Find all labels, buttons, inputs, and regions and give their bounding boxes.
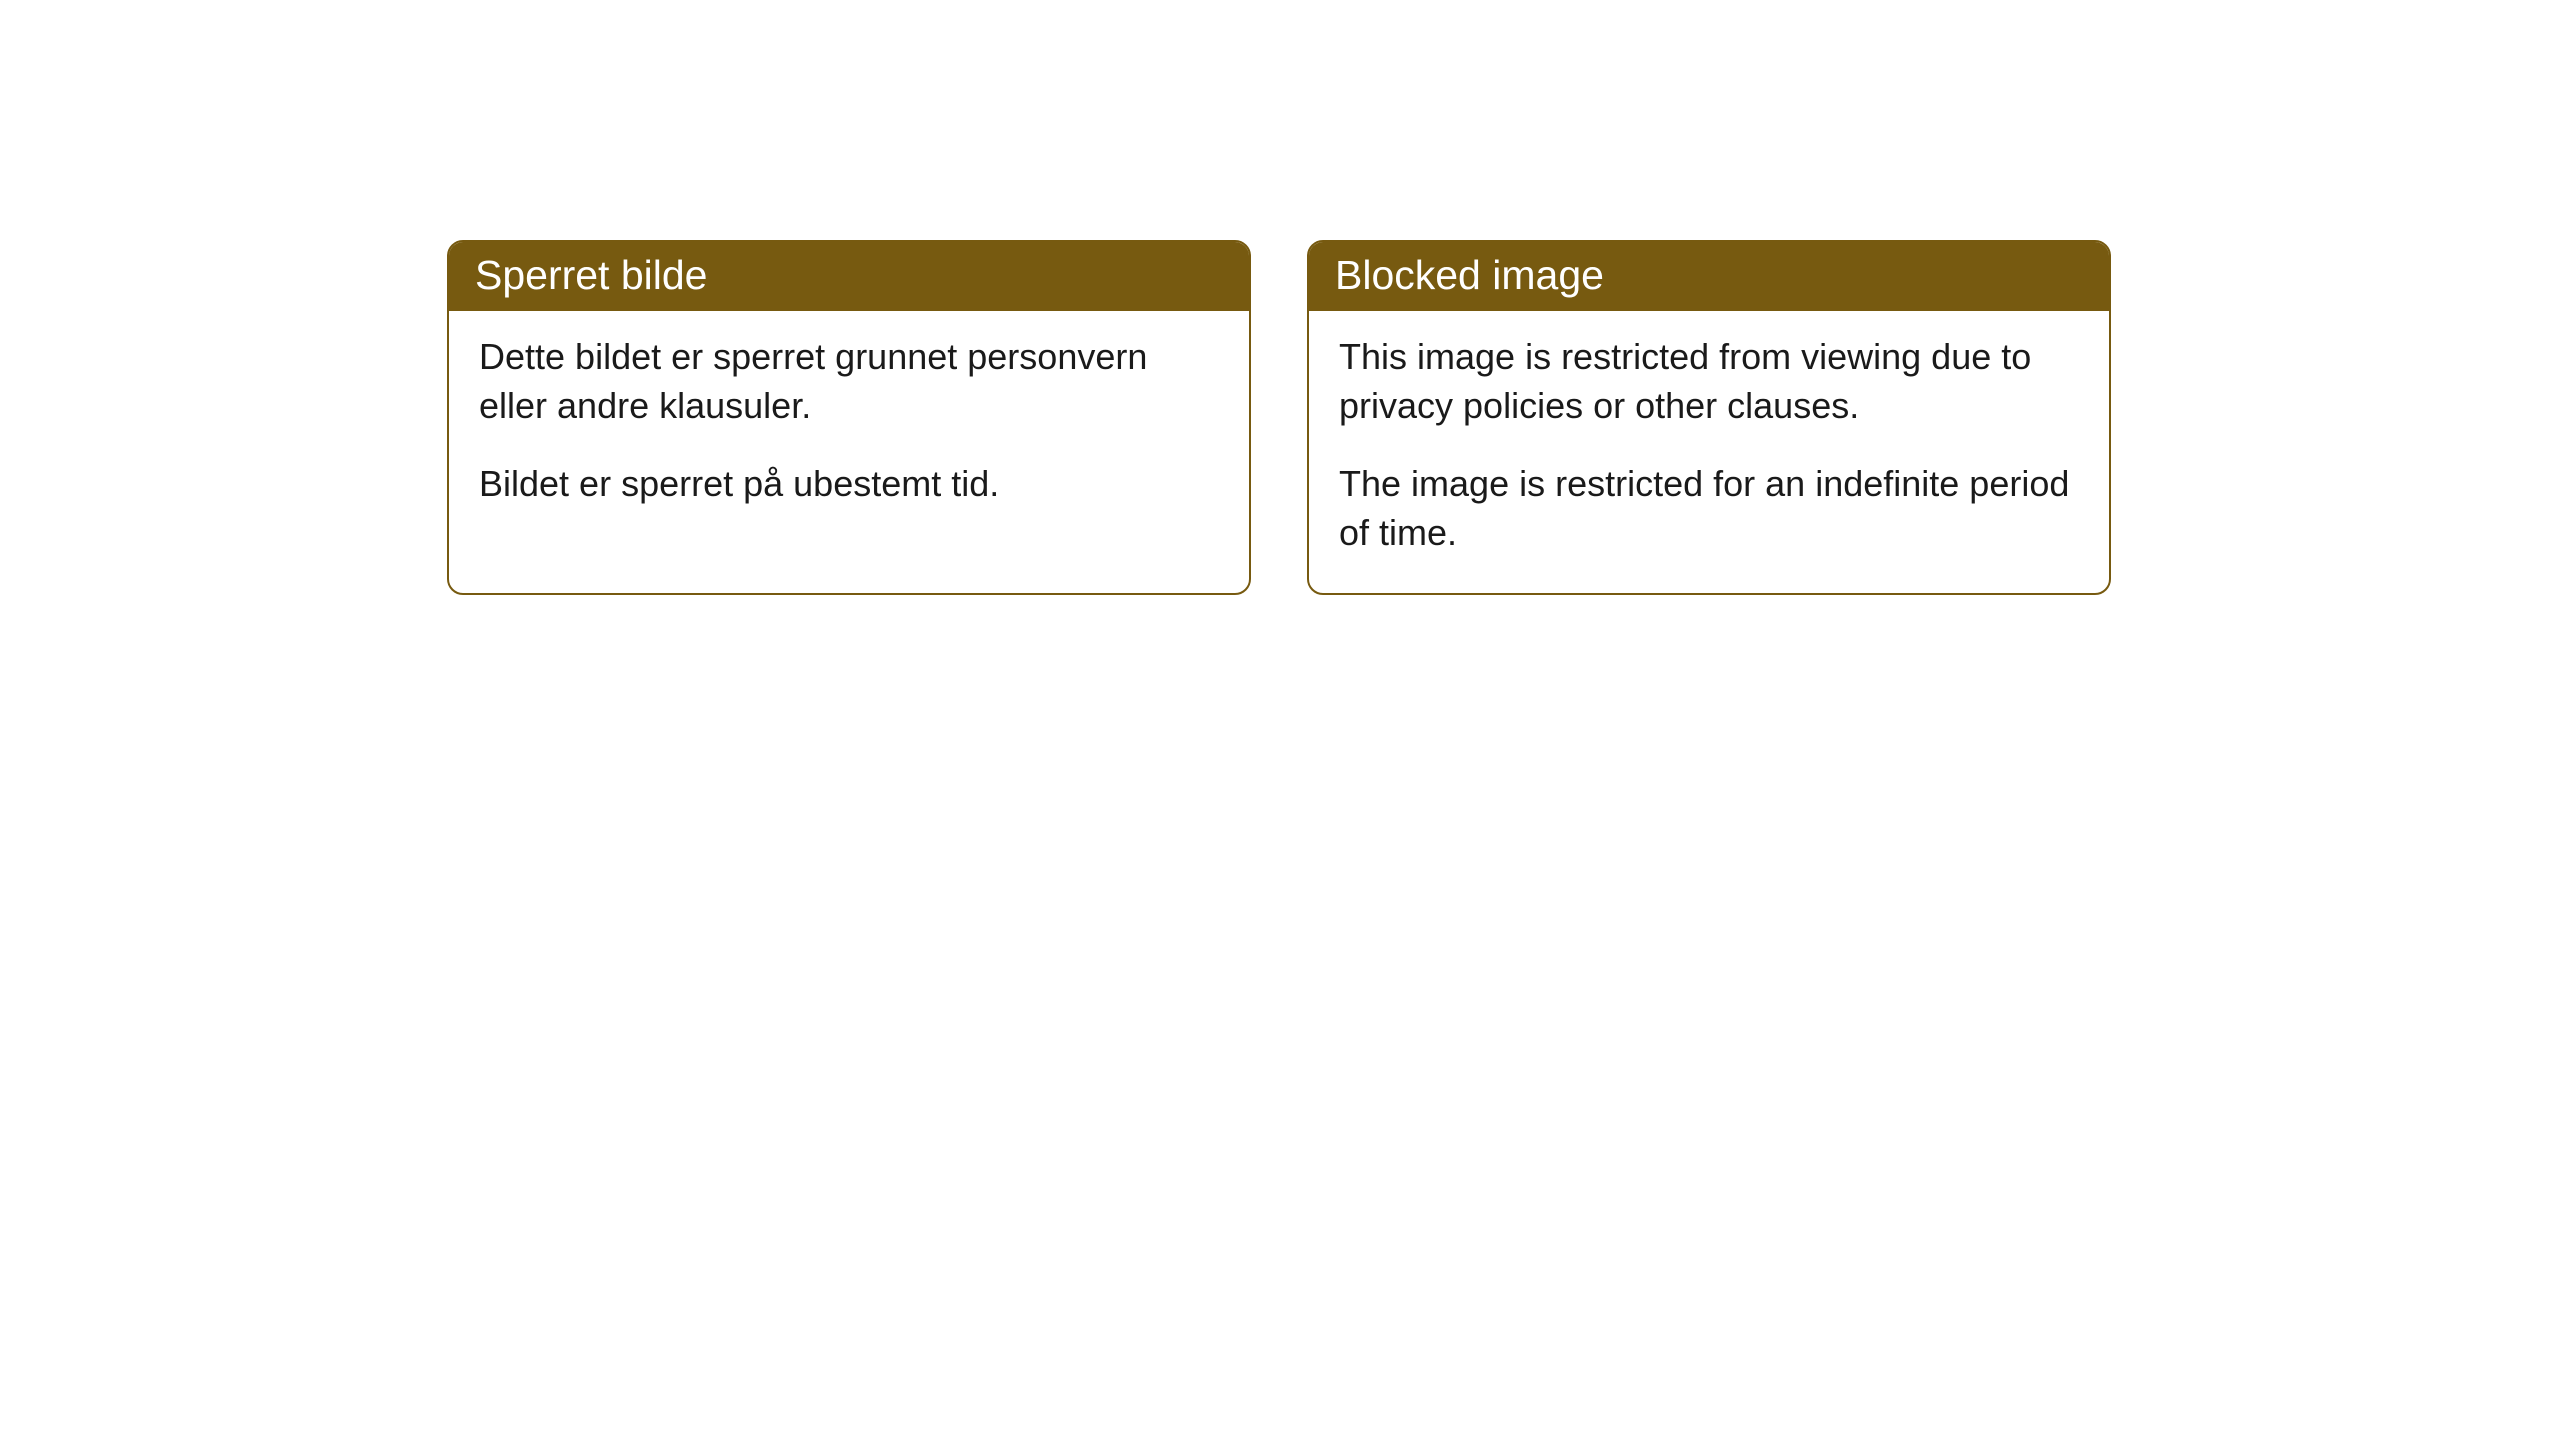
card-header: Sperret bilde: [449, 242, 1249, 311]
notice-card-norwegian: Sperret bilde Dette bildet er sperret gr…: [447, 240, 1251, 595]
card-paragraph-2: Bildet er sperret på ubestemt tid.: [479, 460, 1219, 509]
card-header: Blocked image: [1309, 242, 2109, 311]
card-paragraph-2: The image is restricted for an indefinit…: [1339, 460, 2079, 557]
notice-card-english: Blocked image This image is restricted f…: [1307, 240, 2111, 595]
card-paragraph-1: This image is restricted from viewing du…: [1339, 333, 2079, 430]
card-paragraph-1: Dette bildet er sperret grunnet personve…: [479, 333, 1219, 430]
card-body: Dette bildet er sperret grunnet personve…: [449, 311, 1249, 545]
card-body: This image is restricted from viewing du…: [1309, 311, 2109, 593]
notice-cards-container: Sperret bilde Dette bildet er sperret gr…: [0, 0, 2560, 595]
